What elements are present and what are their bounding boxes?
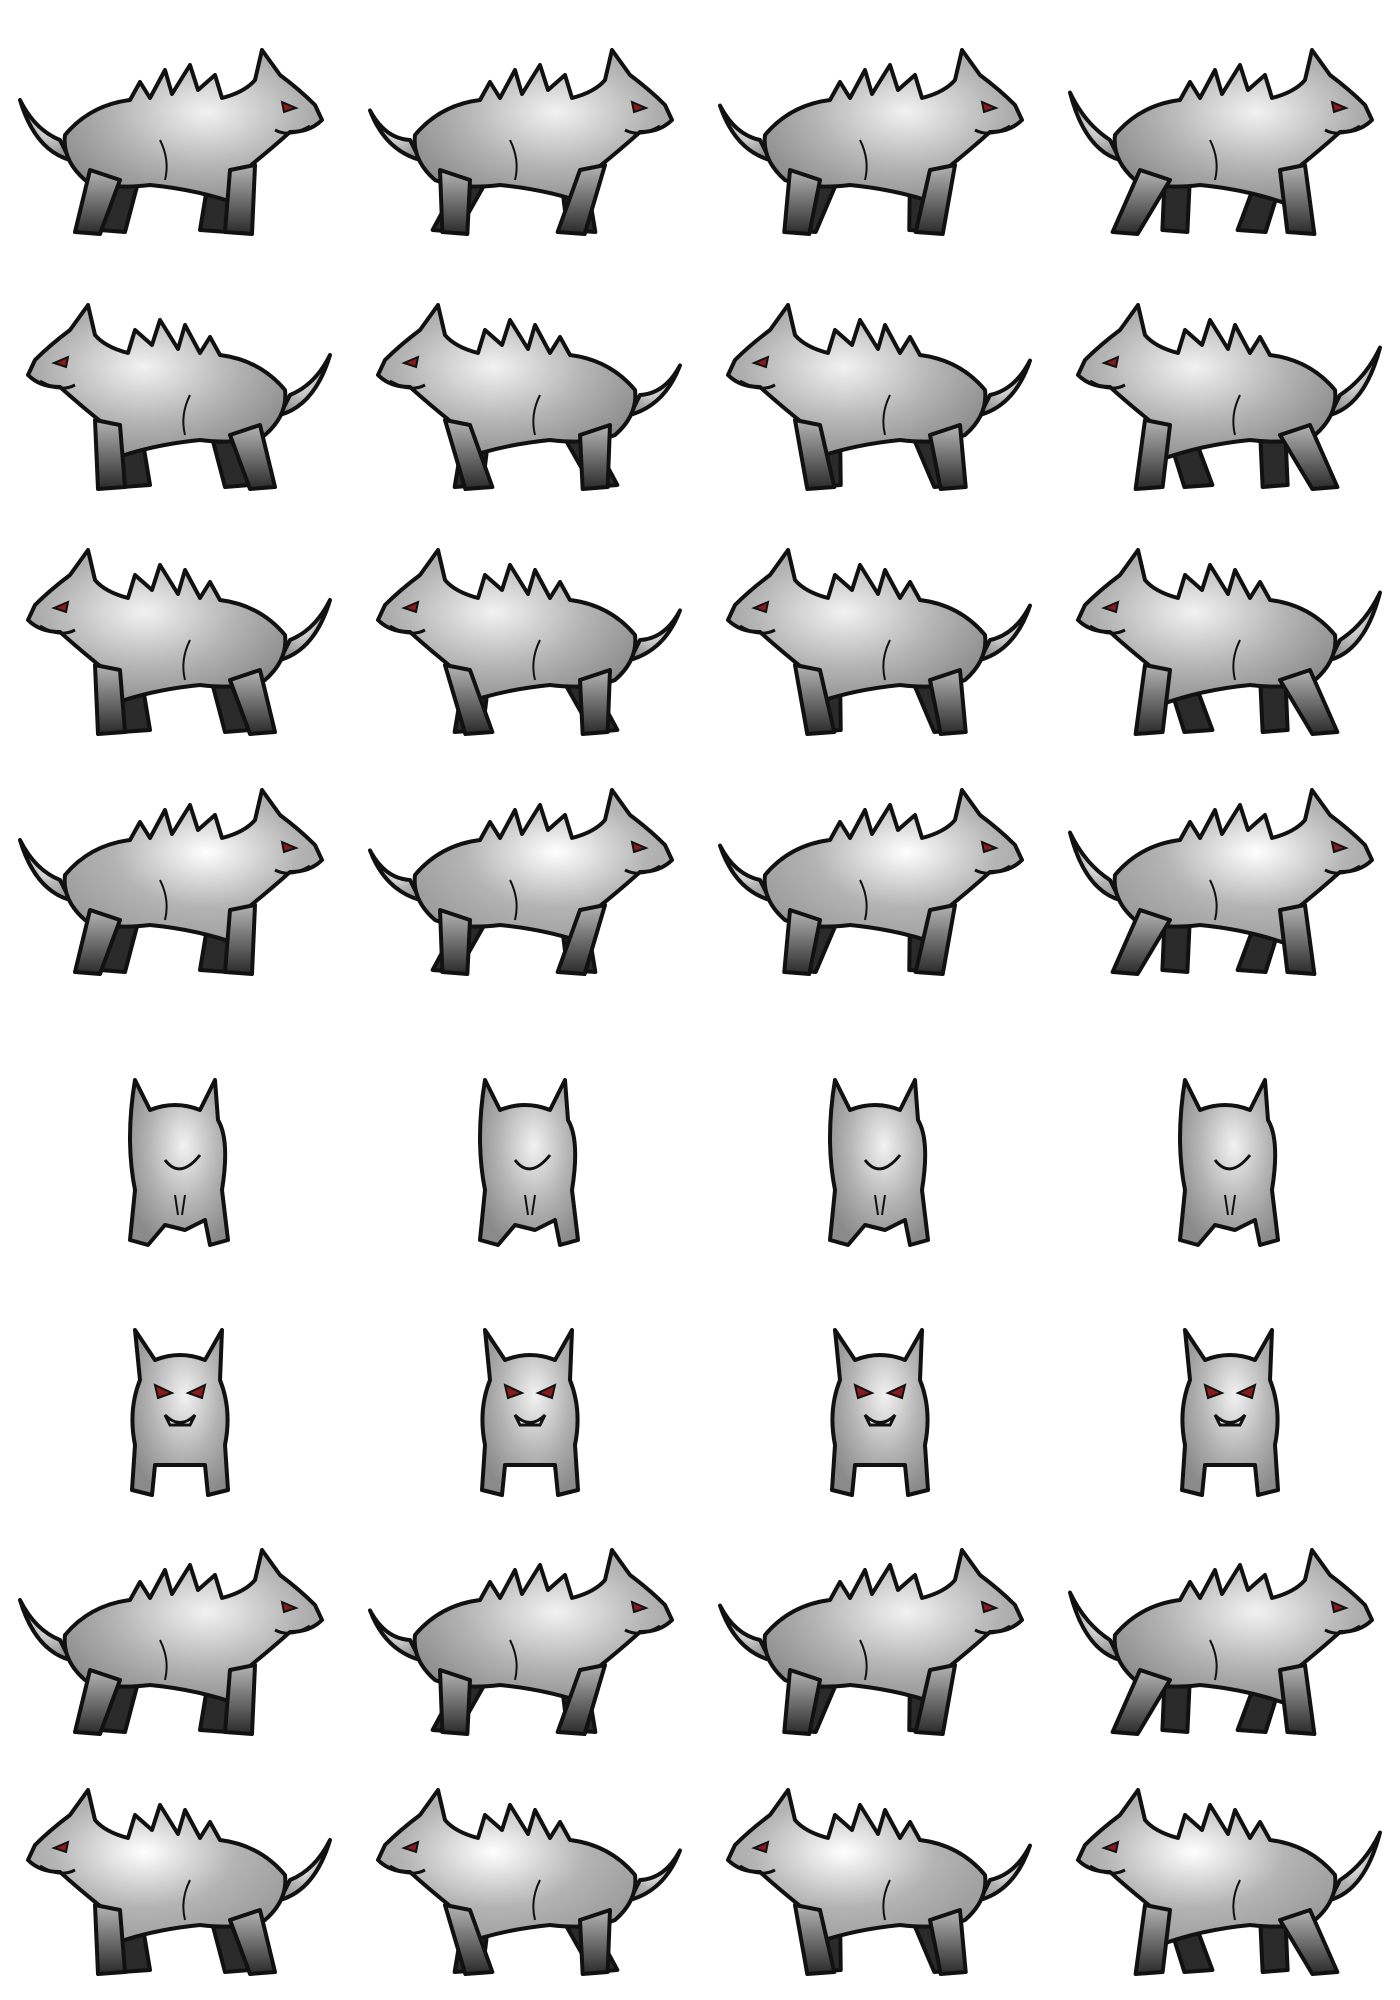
- wolf-sprite: [718, 1548, 1024, 1736]
- wolf-sprite-frame: [1050, 1040, 1400, 1280]
- wolf-body: [718, 48, 1024, 236]
- wolf-sprite-frame: [0, 275, 350, 515]
- wolf-sprite: [718, 48, 1024, 236]
- wolf-body: [26, 548, 332, 736]
- wolf-body: [368, 1548, 674, 1736]
- wolf-body: [1180, 1328, 1280, 1497]
- wolf-sprite-frame: [1050, 1760, 1400, 2000]
- wolf-sprite-frame: [0, 760, 350, 1000]
- wolf-body: [18, 1548, 324, 1736]
- wolf-sprite-frame: [350, 275, 700, 515]
- wolf-sprite-frame: [0, 1040, 350, 1280]
- wolf-sprite-frame: [350, 1040, 700, 1280]
- wolf-sprite: [478, 1078, 580, 1247]
- wolf-sprite-frame: [700, 1520, 1050, 1760]
- wolf-sprite: [18, 788, 324, 976]
- wolf-sprite-frame: [0, 1290, 350, 1530]
- wolf-sprite: [480, 1328, 580, 1497]
- wolf-sprite-frame: [1050, 520, 1400, 760]
- wolf-sprite-frame: [1050, 1290, 1400, 1530]
- wolf-sprite: [1076, 1788, 1382, 1976]
- wolf-sprite: [1068, 788, 1374, 976]
- wolf-body: [128, 1078, 230, 1247]
- wolf-sprite: [368, 1548, 674, 1736]
- wolf-sprite-frame: [0, 20, 350, 260]
- wolf-sprite-frame: [1050, 1520, 1400, 1760]
- wolf-body: [726, 548, 1032, 736]
- wolf-sprite-frame: [350, 520, 700, 760]
- wolf-sprite-frame: [700, 275, 1050, 515]
- wolf-sprite: [376, 303, 682, 491]
- wolf-body: [1076, 1788, 1382, 1976]
- wolf-sprite: [368, 48, 674, 236]
- wolf-sprite-frame: [700, 520, 1050, 760]
- wolf-sprite-frame: [1050, 20, 1400, 260]
- wolf-sprite: [18, 48, 324, 236]
- wolf-body: [830, 1328, 930, 1497]
- wolf-sprite-frame: [0, 520, 350, 760]
- wolf-body: [478, 1078, 580, 1247]
- wolf-body: [26, 1788, 332, 1976]
- wolf-sprite-frame: [1050, 760, 1400, 1000]
- wolf-sprite-frame: [0, 1760, 350, 2000]
- wolf-sprite: [828, 1078, 930, 1247]
- wolf-body: [726, 303, 1032, 491]
- wolf-body: [26, 303, 332, 491]
- wolf-body: [18, 788, 324, 976]
- wolf-body: [1068, 48, 1374, 236]
- wolf-sprite: [376, 1788, 682, 1976]
- wolf-sprite: [726, 303, 1032, 491]
- wolf-sprite-frame: [350, 20, 700, 260]
- wolf-body: [726, 1788, 1032, 1976]
- wolf-body: [480, 1328, 580, 1497]
- wolf-sprite-frame: [350, 1520, 700, 1760]
- wolf-sprite-frame: [700, 20, 1050, 260]
- wolf-body: [1068, 788, 1374, 976]
- wolf-sprite-frame: [350, 1290, 700, 1530]
- wolf-sprite: [26, 1788, 332, 1976]
- wolf-body: [376, 548, 682, 736]
- wolf-body: [368, 48, 674, 236]
- wolf-body: [1076, 303, 1382, 491]
- wolf-sprite-frame: [350, 760, 700, 1000]
- wolf-body: [1068, 1548, 1374, 1736]
- wolf-sprite: [376, 548, 682, 736]
- wolf-body: [368, 788, 674, 976]
- wolf-sprite: [1076, 303, 1382, 491]
- wolf-body: [1076, 548, 1382, 736]
- wolf-sprite: [130, 1328, 230, 1497]
- wolf-sprite: [1068, 1548, 1374, 1736]
- wolf-body: [376, 303, 682, 491]
- wolf-sprite: [1180, 1328, 1280, 1497]
- wolf-body: [130, 1328, 230, 1497]
- wolf-sprite: [368, 788, 674, 976]
- wolf-sprite: [718, 788, 1024, 976]
- wolf-sprite-frame: [700, 1760, 1050, 2000]
- wolf-body: [376, 1788, 682, 1976]
- wolf-body: [18, 48, 324, 236]
- wolf-body: [718, 1548, 1024, 1736]
- wolf-sprite: [830, 1328, 930, 1497]
- wolf-sprite-frame: [1050, 275, 1400, 515]
- wolf-sprite: [726, 548, 1032, 736]
- wolf-sprite: [726, 1788, 1032, 1976]
- wolf-sprite-frame: [700, 760, 1050, 1000]
- wolf-sprite: [1178, 1078, 1280, 1247]
- wolf-sprite: [26, 548, 332, 736]
- wolf-sprite: [18, 1548, 324, 1736]
- wolf-sprite: [1068, 48, 1374, 236]
- wolf-body: [718, 788, 1024, 976]
- wolf-sprite: [128, 1078, 230, 1247]
- wolf-body: [828, 1078, 930, 1247]
- wolf-sprite-frame: [0, 1520, 350, 1760]
- wolf-sprite-frame: [700, 1290, 1050, 1530]
- wolf-sprite: [1076, 548, 1382, 736]
- wolf-sprite: [26, 303, 332, 491]
- wolf-sprite-frame: [350, 1760, 700, 2000]
- wolf-sprite-frame: [700, 1040, 1050, 1280]
- wolf-body: [1178, 1078, 1280, 1247]
